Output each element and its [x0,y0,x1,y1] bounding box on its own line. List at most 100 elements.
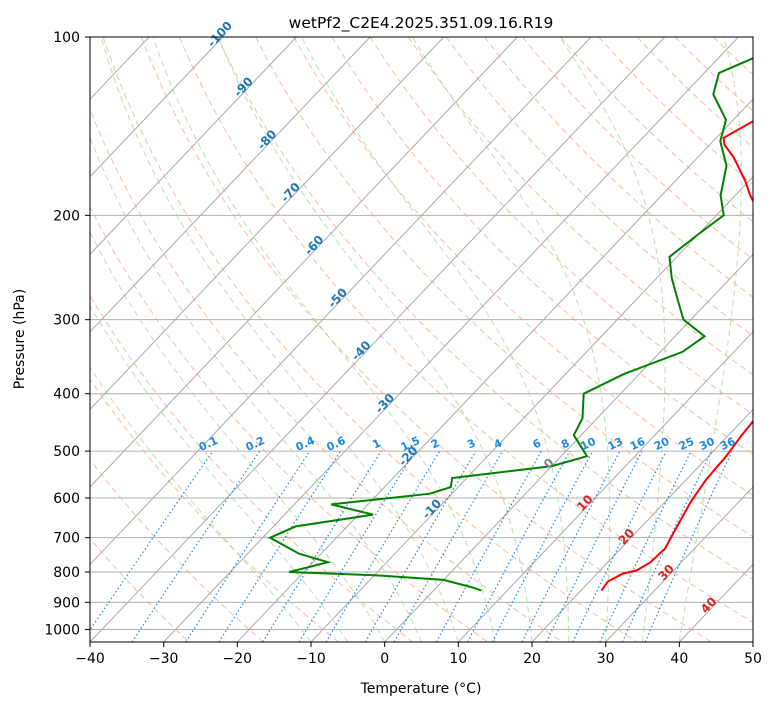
skewed-isotherm [90,37,666,642]
mixing-ratio-line [364,450,477,642]
y-tick-label: 600 [53,491,80,507]
moist-adiabat [301,37,570,642]
plot-frame [89,36,754,643]
dry-adiabat [90,294,414,642]
dry-adiabat [751,37,753,40]
moist-adiabat [90,136,422,642]
mixing-ratio-line [466,450,571,642]
chart-title: wetPf2_C2E4.2025.351.09.16.R19 [289,14,554,33]
moist-adiabat [559,37,666,642]
y-tick-label: 700 [53,531,80,547]
mixing-ratio-label: 13 [606,435,625,453]
mixing-ratio-label: 20 [652,435,672,453]
isotherm-label: -70 [278,180,303,205]
isotherm-label: -50 [325,285,350,310]
isotherm-label: -40 [349,338,374,363]
dry-adiabat [674,37,753,112]
moist-adiabat [90,304,349,642]
skewed-isotherm [90,37,445,411]
mixing-ratio-line [599,450,692,642]
x-tick-label: 50 [744,651,762,667]
isotherm-label: -10 [419,496,444,521]
x-tick-label: 20 [523,651,541,667]
dry-adiabat [369,37,753,415]
dewpoint-profile [267,57,753,592]
dry-adiabat [90,537,190,642]
dry-adiabat [90,205,488,642]
background-lines [0,37,753,642]
moist-adiabat [217,37,533,642]
mixing-ratio-label: 30 [697,435,717,453]
mixing-ratio-label: 16 [628,435,648,453]
axes: −40 −30 −20 −10 0 10 20 30 40 5010020030040050060… [44,30,762,667]
x-tick-label: −20 [223,651,253,667]
skewed-isotherm [384,253,753,642]
skewed-isotherm [531,408,753,642]
y-tick-label: 400 [53,387,80,403]
skewed-isotherm [90,37,297,256]
moist-adiabat [90,231,386,642]
y-tick-label: 800 [53,565,80,581]
isotherm-label: 20 [616,526,638,548]
mixing-ratio-label: 25 [677,435,696,453]
mixing-ratio-line [185,450,311,642]
y-tick-label: 200 [53,208,80,224]
dry-adiabat [522,37,753,260]
mixing-ratio-line [262,450,382,642]
isotherm-label: 0 [541,456,557,472]
isotherm-label: 10 [574,492,596,514]
x-tick-label: −30 [149,651,179,667]
skewed-isotherm [605,486,753,642]
dry-adiabat [178,37,753,623]
x-tick-label: 30 [597,651,615,667]
mixing-ratio-line [90,450,214,631]
isotherm-label: -80 [254,127,279,152]
skewed-isotherm [0,37,2,642]
skewed-isotherm [90,37,592,566]
skewed-isotherm [90,37,371,333]
mixing-ratio-label: 3 [465,436,477,451]
dry-adiabat [90,108,563,642]
mixing-ratio-line [325,450,441,642]
moist-adiabat [90,366,312,642]
dry-adiabat [293,37,753,496]
dry-adiabat [407,37,753,376]
y-tick-label: 1000 [44,622,80,638]
moist-adiabat [678,37,742,642]
skewed-isotherm [752,641,753,642]
mixing-ratio-label: 2 [429,436,441,451]
dry-adiabat [484,37,753,298]
temperature-profile [600,120,753,592]
mixing-ratio-line [393,450,504,642]
moist-adiabat [411,37,611,642]
dry-adiabat [255,37,753,538]
dry-adiabat [636,37,753,149]
y-tick-label: 300 [53,313,80,329]
mixing-ratio-label: 10 [578,435,598,453]
skewed-isotherm [90,37,224,178]
x-tick-label: −10 [296,651,326,667]
skewed-isotherm [90,37,518,488]
mixing-ratio-label: 36 [718,435,738,453]
profile-lines [267,57,753,592]
x-tick-label: 40 [670,651,688,667]
mixing-ratio-line [435,450,542,642]
skewed-isotherm [236,98,753,642]
dry-adiabat [712,37,753,76]
mixing-ratio-line [644,450,733,642]
skewed-isotherm [457,331,753,642]
x-tick-label: −40 [75,651,105,667]
mixing-ratio-label: 6 [531,436,544,451]
dry-adiabat [102,37,638,642]
x-axis-label: Temperature (°C) [360,681,482,697]
x-tick-label: 10 [449,651,467,667]
mixing-ratio-line [218,450,342,642]
isotherm-label: -60 [302,233,327,258]
y-axis-label: Pressure (hPa) [12,289,28,389]
isotherm-label: 30 [655,562,677,584]
mixing-ratio-line [572,450,667,642]
x-tick-label: 0 [380,651,389,667]
isotherm-label: 40 [698,594,720,616]
isotherm-label: -30 [372,391,397,416]
